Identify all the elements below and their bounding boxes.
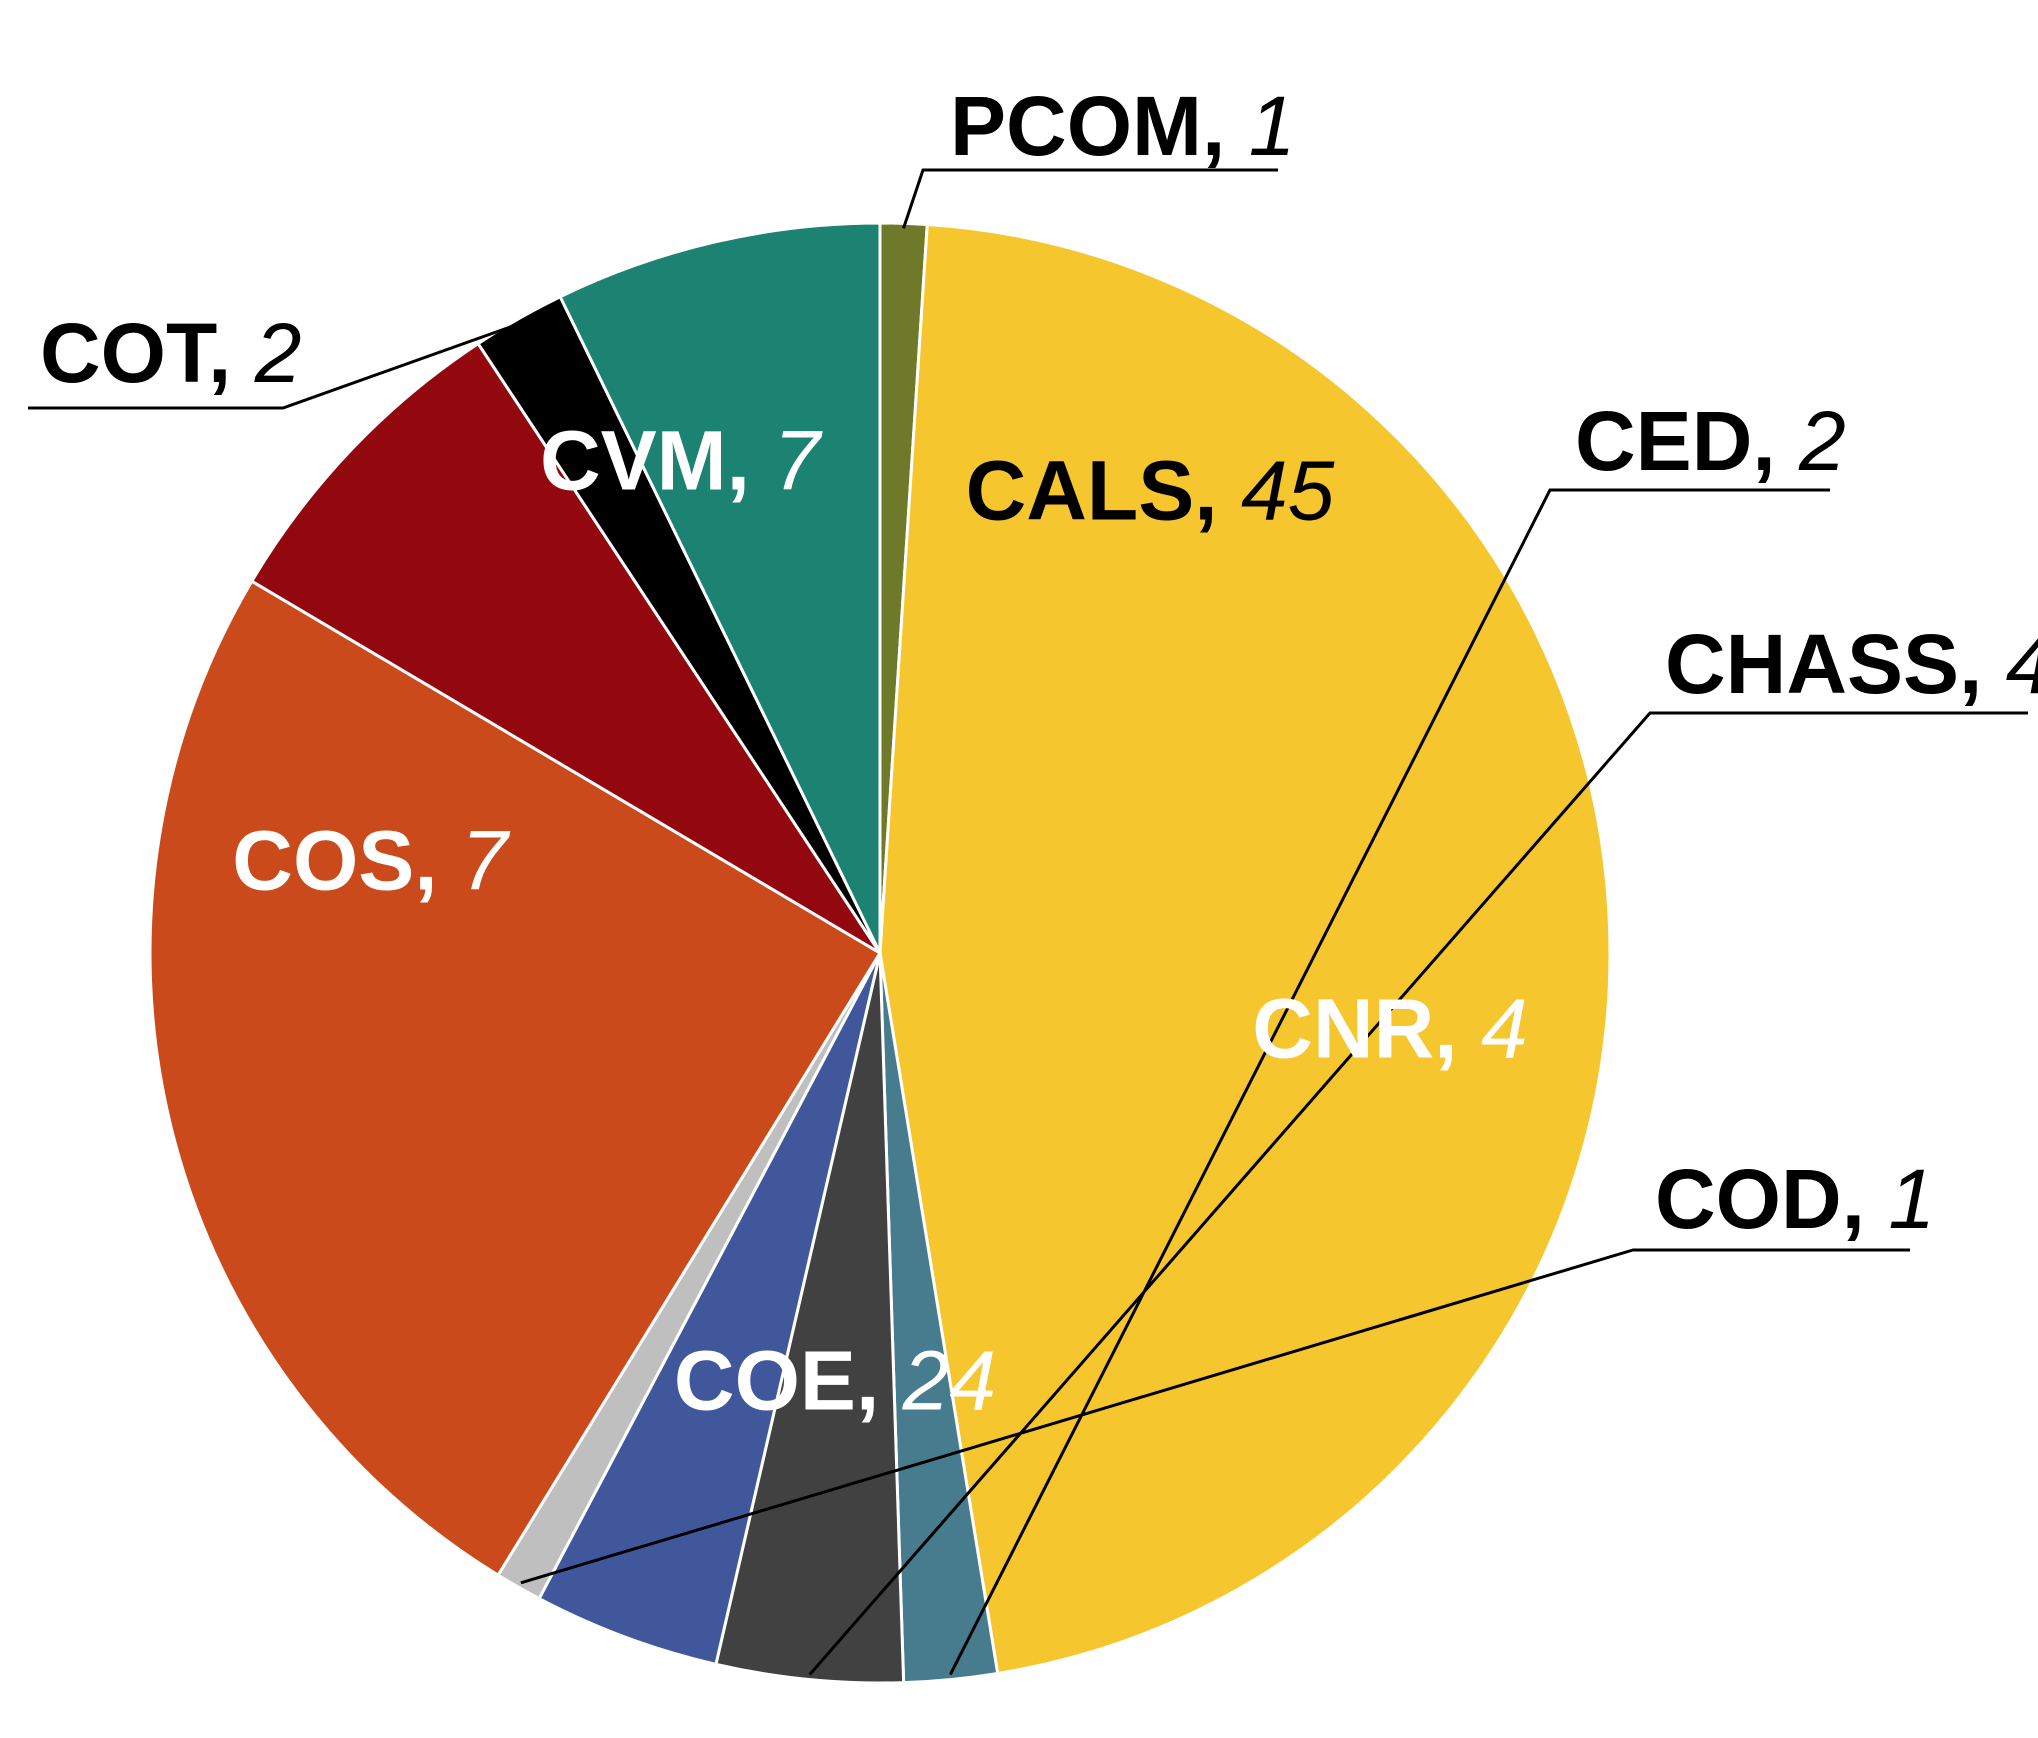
- pie-label-name: COT,: [40, 306, 255, 400]
- pie-label-cod: COD, 1: [1655, 1152, 1935, 1246]
- pie-label-name: CHASS,: [1665, 617, 2006, 711]
- pie-slice-cos: [249, 341, 882, 955]
- pie-label-name: COS,: [232, 813, 461, 907]
- pie-label-value: 24: [902, 1333, 996, 1427]
- pie-label-cot: COT, 2: [40, 306, 301, 400]
- pie-label-name: CVM,: [540, 413, 773, 507]
- pie-label-value: 2: [254, 306, 302, 400]
- pie-label-value: 7: [461, 813, 511, 907]
- pie-label-cnr: CNR, 4: [1252, 981, 1527, 1075]
- callout-line-cod: [520, 1248, 1910, 1585]
- pie-label-value: 7: [773, 413, 823, 507]
- pie-label-value: 1: [1249, 79, 1296, 173]
- pie-label-value: 4: [2006, 617, 2038, 711]
- pie-label-cvm: CVM, 7: [540, 413, 823, 507]
- pie-label-name: PCOM,: [950, 79, 1249, 173]
- pie-label-cos: COS, 7: [232, 813, 511, 907]
- pie-slices: [148, 221, 1612, 1685]
- callout-line-cot: [28, 321, 522, 410]
- pie-label-name: COE,: [674, 1333, 903, 1427]
- pie-label-ced: CED, 2: [1575, 394, 1846, 488]
- callout-line-chass: [808, 711, 2028, 1676]
- pie-label-coe: COE, 24: [674, 1333, 996, 1427]
- pie-label-value: 45: [1241, 443, 1335, 537]
- pie-label-name: CNR,: [1252, 981, 1481, 1075]
- pie-slice-chass: [714, 952, 906, 1685]
- pie-label-value: 4: [1481, 981, 1528, 1075]
- pie-slice-cnr: [537, 952, 882, 1667]
- pie-label-chass: CHASS, 4: [1665, 617, 2038, 711]
- pie-label-name: CALS,: [966, 443, 1241, 537]
- pie-label-pcom: PCOM, 1: [950, 79, 1295, 173]
- pie-slice-cvm: [558, 221, 882, 954]
- pie-label-cals: CALS, 45: [966, 443, 1335, 537]
- callout-line-ced: [948, 488, 1830, 1676]
- pie-label-name: CED,: [1575, 394, 1799, 488]
- pie-slice-cals: [878, 222, 1612, 1676]
- pie-slice-coe: [148, 579, 883, 1578]
- pie-label-value: 1: [1888, 1152, 1935, 1246]
- pie-label-name: COD,: [1655, 1152, 1888, 1246]
- pie-label-value: 2: [1798, 394, 1846, 488]
- pie-callout-lines: [28, 168, 2028, 1676]
- callout-line-pcom: [902, 168, 1278, 229]
